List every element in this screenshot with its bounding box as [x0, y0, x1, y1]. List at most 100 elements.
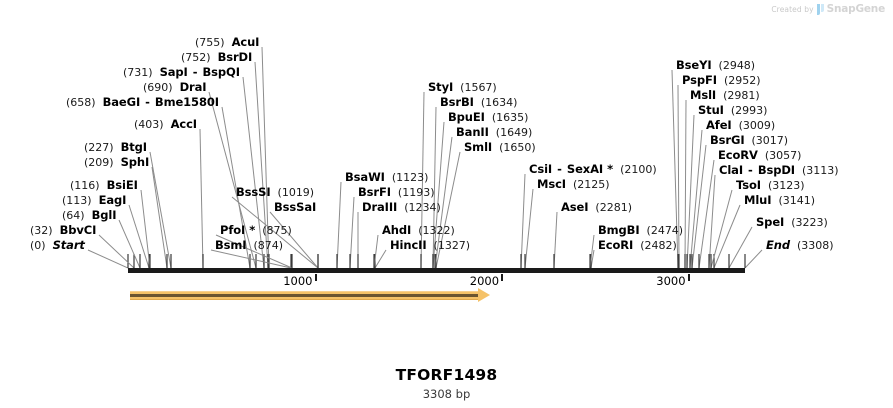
- enzyme-site-label[interactable]: End (3308): [766, 239, 834, 252]
- enzyme-leader-line: [118, 219, 141, 269]
- enzyme-site-label[interactable]: CsiI - SexAI * (2100): [529, 163, 657, 176]
- enzyme-name: AseI: [561, 200, 589, 214]
- enzyme-site-label[interactable]: DraIII (1234): [362, 201, 441, 214]
- enzyme-name: BsmI: [215, 238, 247, 252]
- enzyme-name: BsaWI: [345, 170, 385, 184]
- enzyme-site-label[interactable]: AhdI (1322): [382, 224, 455, 237]
- enzyme-site-label[interactable]: BanII (1649): [456, 126, 532, 139]
- enzyme-site-label[interactable]: MscI (2125): [537, 178, 610, 191]
- enzyme-site-label[interactable]: (755) AcuI: [195, 36, 259, 49]
- enzyme-name-separator: -: [744, 163, 757, 177]
- enzyme-position: (1634): [473, 96, 518, 109]
- enzyme-position: (1650): [492, 141, 536, 154]
- enzyme-position: (1322): [411, 224, 455, 237]
- enzyme-name: StyI: [428, 80, 454, 94]
- enzyme-site-label[interactable]: (0) Start: [30, 239, 85, 252]
- enzyme-site-label[interactable]: BmgBI (2474): [598, 224, 683, 237]
- sequence-backbone: [128, 268, 745, 273]
- enzyme-position: (0): [30, 239, 53, 252]
- enzyme-position: (2125): [566, 178, 610, 191]
- enzyme-site-label[interactable]: (113) EagI: [62, 194, 126, 207]
- orf-feature-arrow[interactable]: [129, 288, 490, 302]
- enzyme-site-label[interactable]: AseI (2281): [561, 201, 632, 214]
- enzyme-name: BpuEI: [448, 110, 485, 124]
- enzyme-site-label[interactable]: AfeI (3009): [706, 119, 775, 132]
- enzyme-name: BbvCI: [59, 223, 97, 237]
- enzyme-leader-line: [374, 249, 387, 269]
- enzyme-site-label[interactable]: (731) SapI - BspQI: [123, 66, 240, 79]
- enzyme-site-label[interactable]: (32) BbvCI: [30, 224, 96, 237]
- enzyme-position: (2948): [711, 59, 756, 72]
- enzyme-site-label[interactable]: SpeI (3223): [756, 216, 828, 229]
- enzyme-name: StuI: [698, 103, 724, 117]
- enzyme-name: BseYI: [676, 58, 712, 72]
- enzyme-site-label[interactable]: (209) SphI: [84, 156, 149, 169]
- enzyme-position: (1193): [390, 186, 435, 199]
- enzyme-site-label[interactable]: BsmI (874): [215, 239, 283, 252]
- enzyme-position: (116): [70, 179, 107, 192]
- enzyme-position: (2474): [639, 224, 684, 237]
- enzyme-leader-line: [677, 84, 680, 269]
- restriction-map: (0) Start (32) BbvCI (64) BglI (113) EagI (1…: [30, 36, 839, 302]
- enzyme-position: (3308): [789, 239, 834, 252]
- enzyme-leader-line: [744, 249, 763, 269]
- enzyme-site-label[interactable]: (658) BaeGI - Bme1580I: [66, 96, 219, 109]
- enzyme-site-label[interactable]: (64) BglI: [62, 209, 117, 222]
- enzyme-site-label[interactable]: StyI (1567): [428, 81, 497, 94]
- enzyme-site-label[interactable]: StuI (2993): [698, 104, 767, 117]
- enzyme-leader-line: [710, 189, 733, 269]
- enzyme-site-label[interactable]: BsrGI (3017): [710, 134, 788, 147]
- enzyme-name: MscI: [537, 177, 566, 191]
- enzyme-site-label[interactable]: (752) BsrDI: [181, 51, 252, 64]
- enzyme-name: SphI: [120, 155, 150, 169]
- enzyme-site-label[interactable]: BsrFI (1193): [358, 186, 435, 199]
- title-block: TFORF1498 3308 bp: [0, 366, 893, 401]
- enzyme-site-label[interactable]: BssSaI: [274, 201, 316, 214]
- enzyme-name: BsrDI: [217, 50, 253, 64]
- enzyme-star-marker: *: [603, 162, 614, 176]
- enzyme-site-label[interactable]: BpuEI (1635): [448, 111, 528, 124]
- enzyme-name: TsoI: [736, 178, 761, 192]
- enzyme-position: (64): [62, 209, 92, 222]
- enzyme-position: (32): [30, 224, 60, 237]
- enzyme-leader-line: [708, 174, 716, 269]
- enzyme-site-label[interactable]: MslI (2981): [690, 89, 760, 102]
- enzyme-site-label[interactable]: SmlI (1650): [464, 141, 536, 154]
- enzyme-name: AfeI: [706, 118, 732, 132]
- enzyme-site-label[interactable]: PfoI * (875): [220, 224, 292, 237]
- enzyme-position: (227): [84, 141, 121, 154]
- enzyme-name: EcoRV: [718, 148, 758, 162]
- enzyme-site-label[interactable]: ClaI - BspDI (3113): [719, 164, 839, 177]
- enzyme-leader-line: [589, 234, 595, 269]
- enzyme-name-separator: -: [141, 95, 154, 109]
- ruler-tick-mark: [687, 274, 690, 281]
- enzyme-site-label[interactable]: EcoRI (2482): [598, 239, 677, 252]
- enzyme-position: (2981): [716, 89, 760, 102]
- enzyme-position: (752): [181, 51, 218, 64]
- enzyme-name: BsiEI: [106, 178, 138, 192]
- enzyme-site-label[interactable]: EcoRV (3057): [718, 149, 801, 162]
- enzyme-leader-line: [254, 61, 269, 269]
- enzyme-site-label[interactable]: MluI (3141): [744, 194, 815, 207]
- enzyme-site-label[interactable]: PspFI (2952): [682, 74, 761, 87]
- enzyme-leader-line: [151, 166, 168, 269]
- enzyme-name: BssSI: [236, 185, 271, 199]
- enzyme-leader-line: [689, 129, 703, 269]
- enzyme-site-label[interactable]: BseYI (2948): [676, 59, 755, 72]
- enzyme-leader-line: [728, 226, 753, 269]
- enzyme-site-label[interactable]: BsrBI (1634): [440, 96, 517, 109]
- enzyme-site-label[interactable]: (227) BtgI: [84, 141, 147, 154]
- enzyme-name: EcoRI: [598, 238, 634, 252]
- enzyme-position: (2100): [613, 163, 657, 176]
- enzyme-site-label[interactable]: (690) DraI: [143, 81, 207, 94]
- enzyme-site-label[interactable]: TsoI (3123): [736, 179, 805, 192]
- enzyme-site-label[interactable]: BsaWI (1123): [345, 171, 428, 184]
- enzyme-position: (1234): [397, 201, 441, 214]
- enzyme-name: BsrBI: [440, 95, 474, 109]
- enzyme-site-label[interactable]: BssSI (1019): [236, 186, 314, 199]
- enzyme-leader-line: [199, 128, 204, 269]
- ruler-tick-mark: [314, 274, 317, 281]
- enzyme-site-label[interactable]: HincII (1327): [390, 239, 470, 252]
- enzyme-site-label[interactable]: (403) AccI: [134, 118, 197, 131]
- enzyme-site-label[interactable]: (116) BsiEI: [70, 179, 138, 192]
